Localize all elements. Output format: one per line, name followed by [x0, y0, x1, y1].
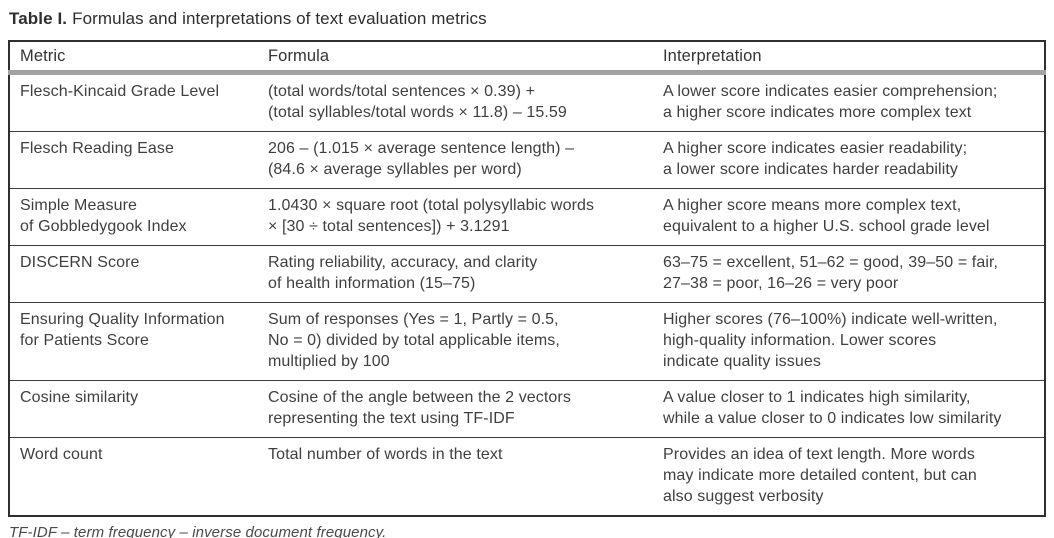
table-caption-text: Formulas and interpretations of text eva… — [72, 9, 487, 28]
formula-cell: 1.0430 × square root (total polysyllabic… — [258, 188, 653, 246]
interpretation-cell: A lower score indicates easier comprehen… — [653, 72, 1045, 132]
formula-cell: Sum of responses (Yes = 1, Partly = 0.5,… — [258, 302, 653, 381]
header-formula: Formula — [258, 41, 653, 75]
formula-cell: Rating reliability, accuracy, and clarit… — [258, 245, 653, 303]
formula-cell: (total words/total sentences × 0.39) + (… — [258, 72, 653, 132]
metric-cell: Simple Measure of Gobbledygook Index — [9, 188, 258, 246]
table-caption-number: Table I. — [9, 9, 68, 28]
table-row: Cosine similarity Cosine of the angle be… — [9, 380, 1045, 438]
metric-cell: DISCERN Score — [9, 245, 258, 303]
formula-cell: Total number of words in the text — [258, 437, 653, 516]
header-interpretation: Interpretation — [653, 41, 1045, 75]
metric-cell: Ensuring Quality Information for Patient… — [9, 302, 258, 381]
interpretation-cell: Provides an idea of text length. More wo… — [653, 437, 1045, 516]
metric-cell: Word count — [9, 437, 258, 516]
metrics-table: Metric Formula Interpretation Flesch-Kin… — [8, 40, 1046, 517]
interpretation-cell: A value closer to 1 indicates high simil… — [653, 380, 1045, 438]
metric-cell: Flesch-Kincaid Grade Level — [9, 72, 258, 132]
table-row: Ensuring Quality Information for Patient… — [9, 302, 1045, 381]
table-row: DISCERN Score Rating reliability, accura… — [9, 245, 1045, 303]
formula-cell: 206 – (1.015 × average sentence length) … — [258, 131, 653, 189]
metric-cell: Flesch Reading Ease — [9, 131, 258, 189]
table-footnote: TF-IDF – term frequency – inverse docume… — [9, 524, 387, 538]
table-row: Flesch-Kincaid Grade Level (total words/… — [9, 72, 1045, 132]
interpretation-cell: Higher scores (76–100%) indicate well-wr… — [653, 302, 1045, 381]
interpretation-cell: A higher score means more complex text, … — [653, 188, 1045, 246]
interpretation-cell: 63–75 = excellent, 51–62 = good, 39–50 =… — [653, 245, 1045, 303]
table-row: Word count Total number of words in the … — [9, 437, 1045, 516]
interpretation-cell: A higher score indicates easier readabil… — [653, 131, 1045, 189]
table-row: Flesch Reading Ease 206 – (1.015 × avera… — [9, 131, 1045, 189]
metric-cell: Cosine similarity — [9, 380, 258, 438]
table-row: Simple Measure of Gobbledygook Index 1.0… — [9, 188, 1045, 246]
table-body: Flesch-Kincaid Grade Level (total words/… — [9, 72, 1045, 516]
formula-cell: Cosine of the angle between the 2 vector… — [258, 380, 653, 438]
table-caption: Table I. Formulas and interpretations of … — [9, 9, 1046, 29]
table-header-row: Metric Formula Interpretation — [9, 41, 1045, 75]
header-metric: Metric — [9, 41, 258, 75]
